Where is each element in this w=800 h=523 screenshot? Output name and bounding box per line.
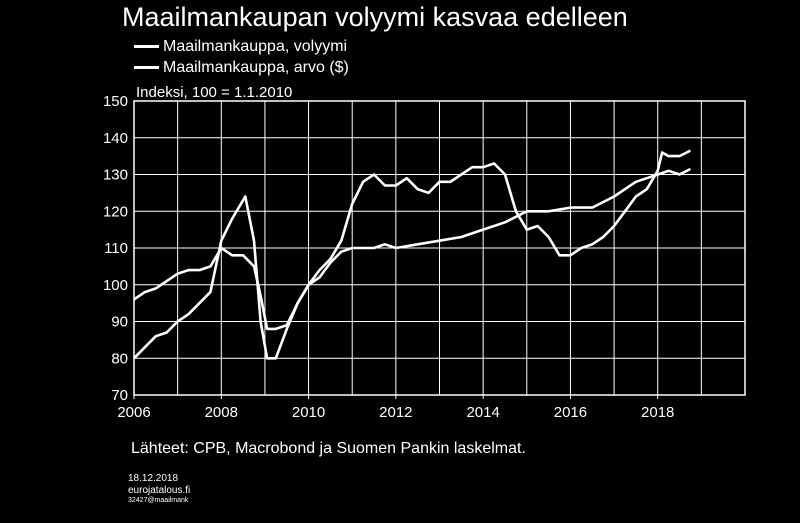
y-tick-label: 80 (111, 350, 128, 367)
x-tick-label: 2012 (379, 404, 412, 421)
legend: Maailmankauppa, volyymi Maailmankauppa, … (134, 36, 349, 78)
y-tick-label: 110 (104, 240, 128, 257)
legend-line-swatch (134, 45, 159, 48)
y-tick-label: 70 (111, 387, 128, 404)
footer-date: 18.12.2018 (128, 473, 179, 484)
x-tick-label: 2010 (292, 404, 325, 421)
chart-title: Maailmankaupan volyymi kasvaa edelleen (122, 2, 628, 32)
y-tick-label: 100 (103, 277, 128, 294)
x-tick-label: 2014 (466, 404, 499, 421)
footer-code: 32427@maailmank (128, 497, 189, 504)
footer: 18.12.2018 eurojatalous.fi 32427@maailma… (128, 473, 190, 505)
legend-line-swatch (134, 66, 159, 69)
y-tick-label: 130 (103, 167, 128, 184)
x-tick-label: 2016 (554, 404, 587, 421)
series-line-arvo (133, 149, 691, 360)
legend-label-volyymi: Maailmankauppa, volyymi (163, 37, 348, 55)
index-note: Indeksi, 100 = 1.1.2010 (136, 84, 292, 101)
series-lines (133, 149, 691, 360)
legend-label-arvo: Maailmankauppa, arvo ($) (163, 58, 349, 76)
y-axis: 70 80 90 100 110 120 130 140 150 (103, 93, 128, 404)
plot-area-frame (133, 100, 746, 396)
series-line-volyymi (133, 167, 691, 331)
x-tick-label: 2006 (117, 404, 150, 421)
x-tick-label: 2018 (641, 404, 674, 421)
y-tick-label: 120 (103, 203, 128, 220)
footer-site: eurojatalous.fi (128, 485, 191, 496)
y-tick-label: 90 (111, 314, 128, 331)
gridlines (134, 101, 745, 395)
legend-item-arvo: Maailmankauppa, arvo ($) (134, 57, 349, 78)
y-tick-label: 150 (103, 93, 128, 110)
y-tick-label: 140 (103, 130, 128, 147)
x-tick-label: 2008 (205, 404, 238, 421)
source-note: Lähteet: CPB, Macrobond ja Suomen Pankin… (131, 440, 526, 457)
legend-item-volyymi: Maailmankauppa, volyymi (134, 36, 349, 57)
x-axis: 2006 2008 2010 2012 2014 2016 2018 (117, 395, 674, 421)
